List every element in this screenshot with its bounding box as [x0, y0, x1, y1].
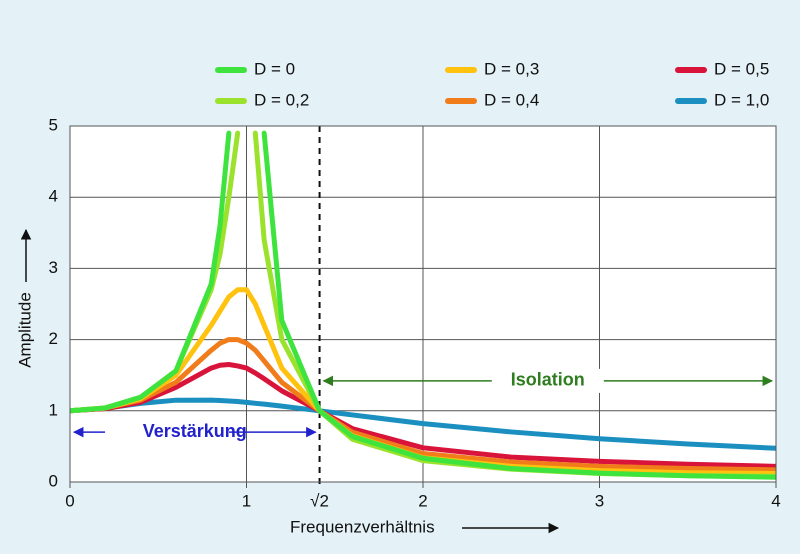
- x-tick-label: 1: [242, 491, 251, 510]
- legend-label: D = 0,5: [714, 59, 769, 78]
- y-axis-label: Amplitude: [15, 292, 34, 368]
- y-tick-label: 4: [49, 187, 58, 206]
- legend-label: D = 0,4: [484, 90, 539, 109]
- line: [70, 362, 776, 469]
- x-tick-label: 4: [771, 491, 780, 510]
- annotation: Isolation: [511, 370, 585, 390]
- y-tick-label: 1: [49, 400, 58, 419]
- x-axis-label: Frequenzverhältnis: [290, 517, 435, 536]
- line: [70, 337, 776, 473]
- x-tick-label: 3: [595, 491, 604, 510]
- x-tick-label: 0: [65, 491, 74, 510]
- plot-frame: [69, 125, 777, 483]
- x-tick-label: √2: [310, 491, 329, 510]
- legend-label: D = 0,2: [254, 90, 309, 109]
- legend-label: D = 1,0: [714, 90, 769, 109]
- legend-label: D = 0,3: [484, 59, 539, 78]
- legend-label: D = 0: [254, 59, 295, 78]
- line: [70, 397, 776, 451]
- annotation-bg: [491, 368, 604, 393]
- y-tick-label: 0: [49, 471, 58, 490]
- y-tick-label: 2: [49, 329, 58, 348]
- x-tick-label: 2: [418, 491, 427, 510]
- annotation: Verstärkung: [143, 421, 247, 441]
- y-tick-label: 3: [49, 258, 58, 277]
- y-tick-label: 5: [49, 115, 58, 134]
- line: [70, 130, 776, 480]
- annotation-bg: [105, 420, 229, 445]
